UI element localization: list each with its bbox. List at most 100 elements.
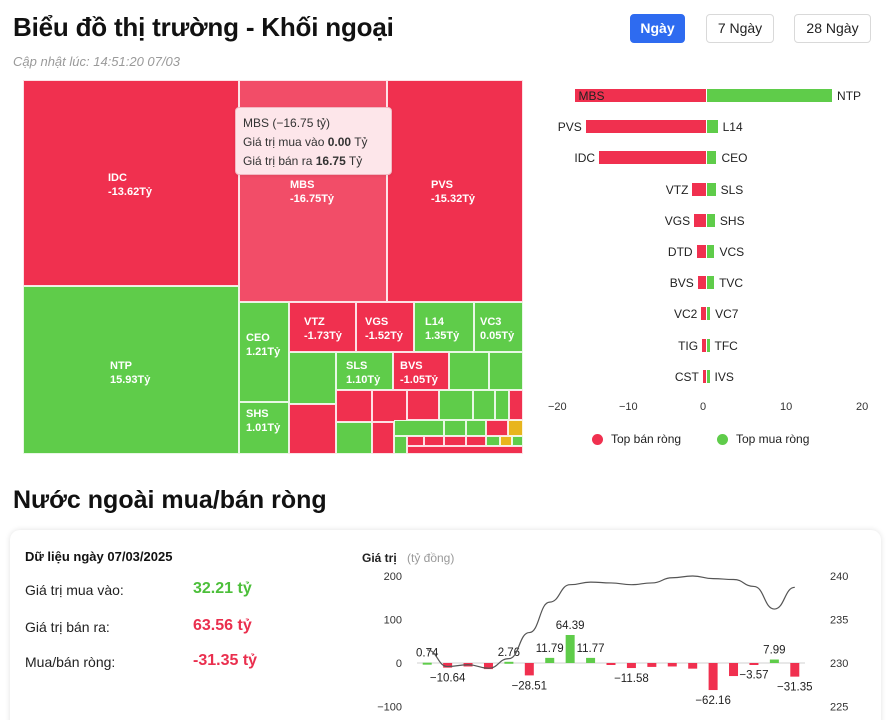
treemap-tile-vgs[interactable]: VGS -1.52Tỷ (356, 302, 414, 352)
treemap-tile-vtz[interactable]: VTZ -1.73Tỷ (289, 302, 356, 352)
buy-bar (707, 182, 716, 196)
treemap-tile-small[interactable] (466, 420, 486, 436)
treemap-tile-bvs[interactable]: BVS -1.05Tỷ (393, 352, 449, 390)
buy-bar (707, 276, 715, 290)
treemap-tile-small[interactable] (394, 420, 444, 436)
buy-name: TFC (714, 338, 738, 353)
net-bar (504, 661, 514, 664)
treemap-tile-shs[interactable]: SHS 1.01Tỷ (239, 402, 289, 454)
period-7day-button[interactable]: 7 Ngày (706, 14, 774, 43)
treemap-tile-small[interactable] (407, 436, 424, 446)
axis-tick-label: −20 (548, 401, 567, 413)
sell-bar (692, 182, 706, 196)
treemap-tile-small[interactable] (449, 352, 489, 390)
buy-name: NTP (837, 89, 862, 103)
data-date-label: Dữ liệu ngày 07/03/2025 (25, 549, 173, 564)
bar-value-label: 11.77 (577, 643, 605, 655)
net-bar (749, 663, 759, 665)
right-tick-label: 235 (830, 615, 848, 627)
index-line (427, 575, 795, 669)
treemap-tile-ceo[interactable]: CEO 1.21Tỷ (239, 302, 289, 402)
treemap-tile-ntp[interactable]: NTP 15.93Tỷ (23, 286, 239, 454)
buy-name: VCS (719, 245, 745, 259)
sell-bar (585, 120, 706, 134)
treemap-tile-small[interactable] (473, 390, 495, 420)
sell-bar (697, 276, 706, 290)
period-day-button[interactable]: Ngày (630, 14, 685, 43)
bar-value-label: 0.74 (416, 648, 439, 660)
sell-name: DTD (667, 245, 693, 259)
buy-bar (707, 245, 715, 258)
treemap-tile-small[interactable] (289, 352, 336, 404)
page-title: Biểu đồ thị trường - Khối ngoại (13, 12, 394, 42)
treemap-tile-small[interactable] (508, 420, 523, 436)
y-axis-title: Giá trị (362, 551, 397, 565)
sell-bar (696, 245, 706, 258)
buy-value-label: Giá trị mua vào: (25, 582, 124, 598)
treemap-tile-small[interactable] (444, 420, 466, 436)
treemap-tile-vc3[interactable]: VC3 0.05Tỷ (474, 302, 523, 352)
legend-sell-dot (592, 433, 603, 445)
treemap-tile-sls[interactable]: SLS 1.10Tỷ (336, 352, 393, 390)
treemap-tile-small[interactable] (372, 390, 407, 422)
bar-value-label: −11.58 (614, 673, 649, 685)
net-bar (606, 663, 616, 665)
bar-value-label: −62.16 (695, 695, 731, 707)
treemap-tile-idc[interactable]: IDC -13.62Tỷ (23, 80, 239, 286)
treemap-tile-small[interactable] (509, 390, 523, 420)
treemap-tooltip: MBS (−16.75 tỷ) Giá trị mua vào 0.00 Tỷ … (235, 107, 392, 175)
treemap-tile-small[interactable] (500, 436, 512, 446)
bar-value-label: 2.76 (498, 647, 520, 659)
buy-name: IVS (714, 369, 734, 384)
treemap-tile-small[interactable] (489, 352, 523, 390)
bar-value-label: −3.57 (739, 670, 768, 682)
sell-name: VGS (664, 213, 691, 228)
treemap-tile-small[interactable] (424, 436, 444, 446)
net-summary-card (10, 530, 881, 720)
net-bar (769, 659, 779, 663)
net-bar (443, 663, 453, 668)
treemap-tile-pvs[interactable]: PVS -15.32Tỷ (387, 80, 523, 302)
period-28day-button[interactable]: 28 Ngày (794, 14, 871, 43)
left-tick-label: 100 (384, 615, 402, 627)
treemap-tile-small[interactable] (444, 436, 466, 446)
treemap-tile-l14[interactable]: L14 1.35Tỷ (414, 302, 474, 352)
treemap-tile-small[interactable] (407, 390, 439, 420)
sell-value-label: Giá trị bán ra: (25, 619, 110, 635)
sell-name: BVS (669, 276, 694, 291)
treemap-tile-small[interactable] (486, 436, 500, 446)
section-title-net: Nước ngoài mua/bán ròng (13, 486, 327, 514)
left-tick-label: −100 (377, 702, 402, 714)
update-timestamp: Cập nhật lúc: 14:51:20 07/03 (13, 54, 180, 69)
legend-buy-dot (717, 433, 728, 445)
buy-bar (707, 89, 833, 102)
treemap-tile-small[interactable] (512, 436, 523, 446)
right-tick-label: 225 (830, 702, 848, 714)
treemap-tile-small[interactable] (486, 420, 508, 436)
treemap-tile-small[interactable] (289, 404, 336, 454)
treemap-tile-small[interactable] (372, 422, 394, 454)
treemap-tile-small[interactable] (407, 446, 523, 454)
buy-bar (707, 307, 711, 321)
y-axis-unit: (tỷ đồng) (407, 551, 454, 565)
legend-buy[interactable]: Top mua ròng (717, 432, 809, 446)
treemap-tile-small[interactable] (394, 436, 407, 454)
bar-value-label: −31.35 (777, 682, 813, 694)
axis-tick-label: 10 (780, 401, 793, 413)
treemap-tile-small[interactable] (336, 422, 372, 454)
treemap-tile-small[interactable] (495, 390, 509, 420)
sell-bar (574, 89, 706, 102)
treemap-tile-small[interactable] (466, 436, 486, 446)
sell-bar (702, 369, 706, 383)
treemap-tile-small[interactable] (439, 390, 473, 420)
axis-tick-label: 0 (700, 401, 707, 413)
buy-bar (707, 369, 710, 383)
bar-value-label: 64.39 (556, 620, 585, 632)
buy-bar (707, 338, 710, 352)
buy-name: L14 (722, 120, 743, 135)
treemap-tile-small[interactable] (336, 390, 372, 422)
right-tick-label: 230 (830, 658, 848, 670)
legend-sell[interactable]: Top bán ròng (592, 432, 681, 446)
sell-name: VC2 (673, 307, 698, 322)
tooltip-title: MBS (−16.75 tỷ) (243, 116, 331, 130)
